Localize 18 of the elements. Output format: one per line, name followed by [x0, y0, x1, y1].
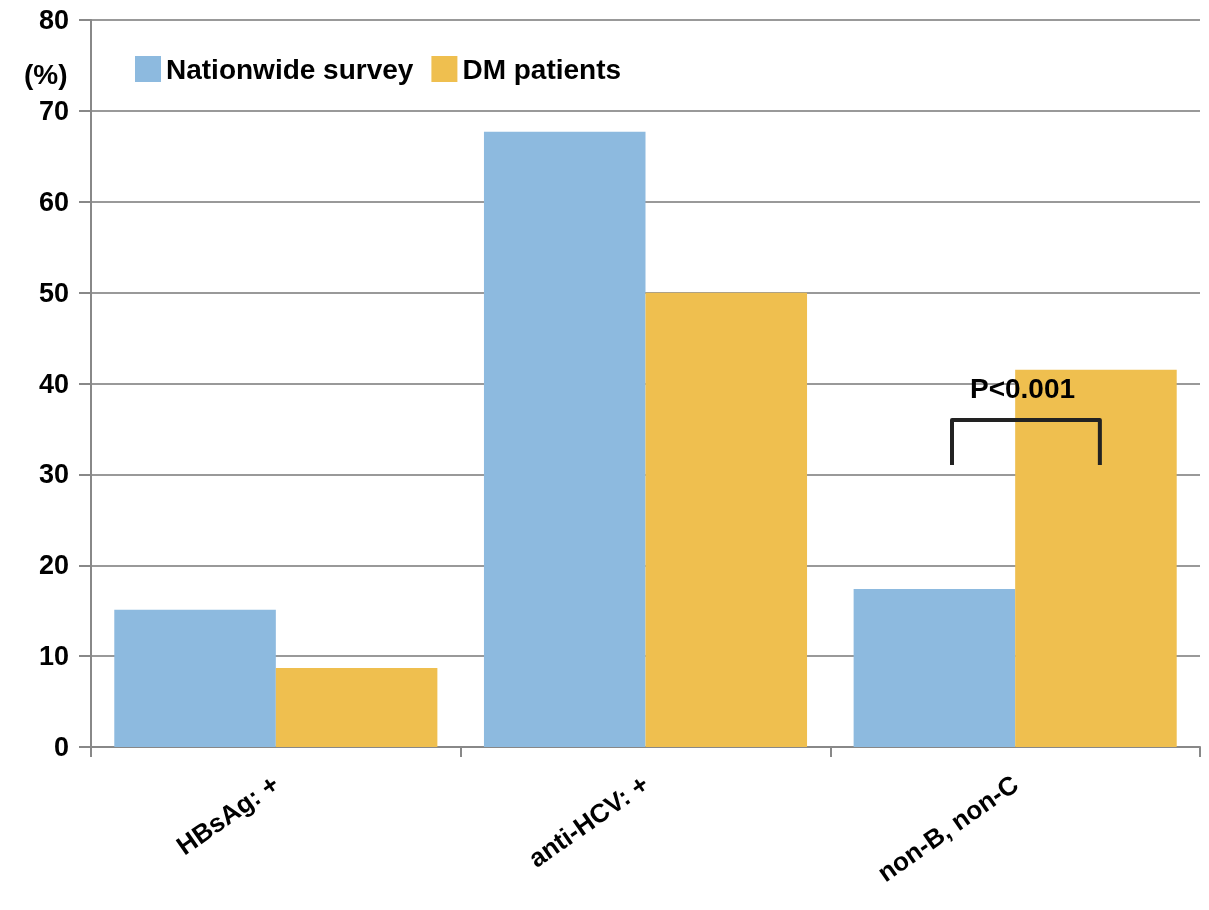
y-tick-label: 70 — [38, 95, 69, 126]
bar — [483, 131, 646, 747]
y-tick-label: 40 — [38, 368, 69, 399]
legend-label: Nationwide survey — [166, 53, 414, 85]
y-tick-label: 80 — [38, 5, 69, 35]
bar — [853, 588, 1016, 747]
y-axis-title: (%) — [24, 58, 68, 90]
y-tick-label: 10 — [38, 641, 69, 672]
bar — [645, 292, 808, 747]
y-tick-label: 50 — [38, 277, 69, 308]
annotation: P<0.001 — [969, 372, 1077, 405]
y-tick-label: 60 — [38, 186, 69, 217]
legend-label: DM patients — [462, 53, 622, 85]
y-tick-label: 30 — [38, 459, 69, 490]
bar — [275, 667, 438, 747]
bar — [114, 609, 276, 747]
y-tick-label: 20 — [38, 550, 69, 581]
y-tick-label: 0 — [53, 732, 69, 762]
